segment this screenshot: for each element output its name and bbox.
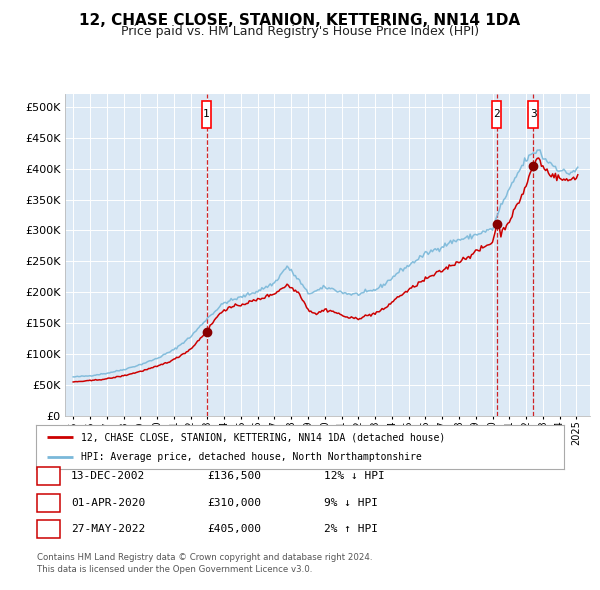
- Text: Contains HM Land Registry data © Crown copyright and database right 2024.
This d: Contains HM Land Registry data © Crown c…: [37, 553, 373, 574]
- Text: 13-DEC-2002: 13-DEC-2002: [71, 471, 145, 481]
- Text: 27-MAY-2022: 27-MAY-2022: [71, 525, 145, 534]
- Text: 9% ↓ HPI: 9% ↓ HPI: [324, 498, 378, 507]
- FancyBboxPatch shape: [529, 101, 538, 128]
- Text: HPI: Average price, detached house, North Northamptonshire: HPI: Average price, detached house, Nort…: [81, 452, 422, 461]
- Text: 12, CHASE CLOSE, STANION, KETTERING, NN14 1DA (detached house): 12, CHASE CLOSE, STANION, KETTERING, NN1…: [81, 432, 445, 442]
- Text: 2% ↑ HPI: 2% ↑ HPI: [324, 525, 378, 534]
- FancyBboxPatch shape: [492, 101, 502, 128]
- Text: 12, CHASE CLOSE, STANION, KETTERING, NN14 1DA: 12, CHASE CLOSE, STANION, KETTERING, NN1…: [79, 13, 521, 28]
- Text: 1: 1: [45, 471, 52, 481]
- Text: 2: 2: [45, 498, 52, 507]
- Text: £136,500: £136,500: [207, 471, 261, 481]
- Text: Price paid vs. HM Land Registry's House Price Index (HPI): Price paid vs. HM Land Registry's House …: [121, 25, 479, 38]
- Text: £310,000: £310,000: [207, 498, 261, 507]
- FancyBboxPatch shape: [202, 101, 211, 128]
- Text: 2: 2: [493, 110, 500, 120]
- Text: 3: 3: [45, 525, 52, 534]
- Text: 12% ↓ HPI: 12% ↓ HPI: [324, 471, 385, 481]
- Text: 1: 1: [203, 110, 210, 120]
- Text: £405,000: £405,000: [207, 525, 261, 534]
- Text: 01-APR-2020: 01-APR-2020: [71, 498, 145, 507]
- Text: 3: 3: [530, 110, 536, 120]
